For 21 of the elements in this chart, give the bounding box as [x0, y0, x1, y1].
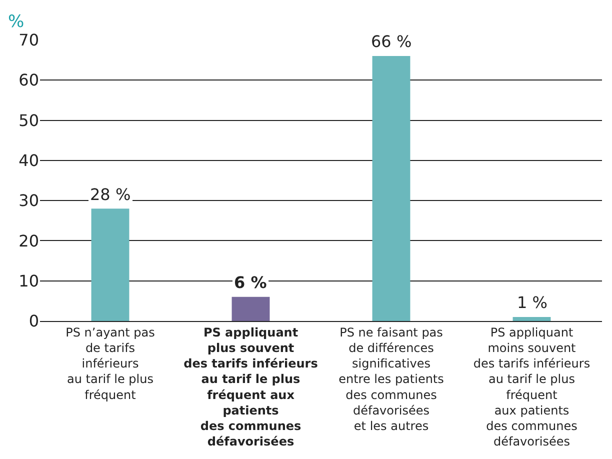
bar — [512, 316, 551, 321]
y-tick-label: 10 — [18, 271, 39, 290]
y-tick-label: 40 — [18, 151, 39, 170]
y-tick-label: 50 — [18, 110, 39, 130]
y-tick-label: 30 — [18, 191, 39, 210]
bar — [232, 296, 270, 321]
bar — [372, 56, 410, 321]
y-axis-title: % — [8, 12, 24, 32]
data-label: 6 % — [234, 273, 267, 292]
y-tick-label: 60 — [18, 70, 39, 90]
data-label: 66 % — [371, 32, 412, 51]
bar — [91, 208, 130, 321]
y-tick-label: 0 — [28, 312, 39, 331]
x-tick-label: PS appliquant plus souvent des tarifs inférieurs au tarif le plus fréquent aux patients des communes défavorisées — [184, 325, 318, 449]
y-tick-label: 20 — [18, 231, 39, 250]
data-label: 1 % — [517, 293, 548, 312]
x-tick-label: PS n’ayant pas de tarifs inférieurs au tarif le plus fréquent — [66, 325, 155, 402]
x-tick-label: PS appliquant moins souvent des tarifs inférieurs au tarif le plus fréquent aux patients des communes défavorisées — [473, 325, 590, 449]
x-tick-label: PS ne faisant pas de différences significatives entre les patients des communes défavorisées et les autres — [338, 325, 444, 433]
data-label: 28 % — [90, 185, 131, 204]
y-tick-label: 70 — [18, 30, 39, 50]
